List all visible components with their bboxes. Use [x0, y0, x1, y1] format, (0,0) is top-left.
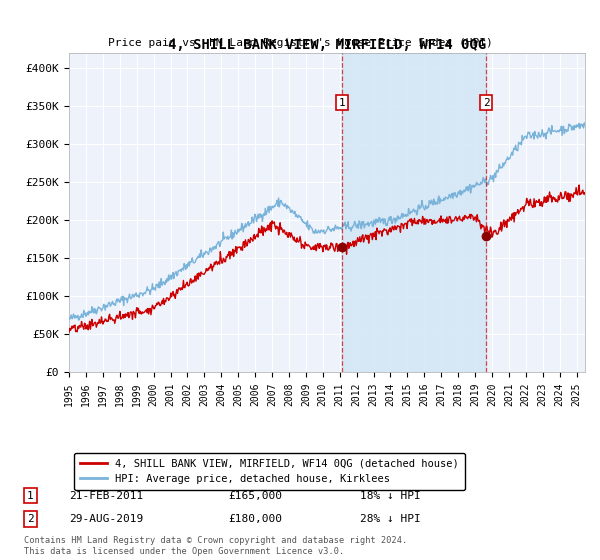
Text: 2: 2	[483, 97, 490, 108]
Text: 18% ↓ HPI: 18% ↓ HPI	[360, 491, 421, 501]
Text: 1: 1	[27, 491, 34, 501]
Text: 21-FEB-2011: 21-FEB-2011	[69, 491, 143, 501]
Text: Price paid vs. HM Land Registry's House Price Index (HPI): Price paid vs. HM Land Registry's House …	[107, 39, 493, 49]
Text: £180,000: £180,000	[228, 514, 282, 524]
Legend: 4, SHILL BANK VIEW, MIRFIELD, WF14 0QG (detached house), HPI: Average price, det: 4, SHILL BANK VIEW, MIRFIELD, WF14 0QG (…	[74, 452, 465, 491]
Title: 4, SHILL BANK VIEW, MIRFIELD, WF14 0QG: 4, SHILL BANK VIEW, MIRFIELD, WF14 0QG	[168, 38, 486, 52]
Text: 28% ↓ HPI: 28% ↓ HPI	[360, 514, 421, 524]
Text: Contains HM Land Registry data © Crown copyright and database right 2024.
This d: Contains HM Land Registry data © Crown c…	[24, 536, 407, 556]
Text: 29-AUG-2019: 29-AUG-2019	[69, 514, 143, 524]
Text: 2: 2	[27, 514, 34, 524]
Text: £165,000: £165,000	[228, 491, 282, 501]
Text: 1: 1	[338, 97, 345, 108]
Bar	[342, 53, 486, 372]
